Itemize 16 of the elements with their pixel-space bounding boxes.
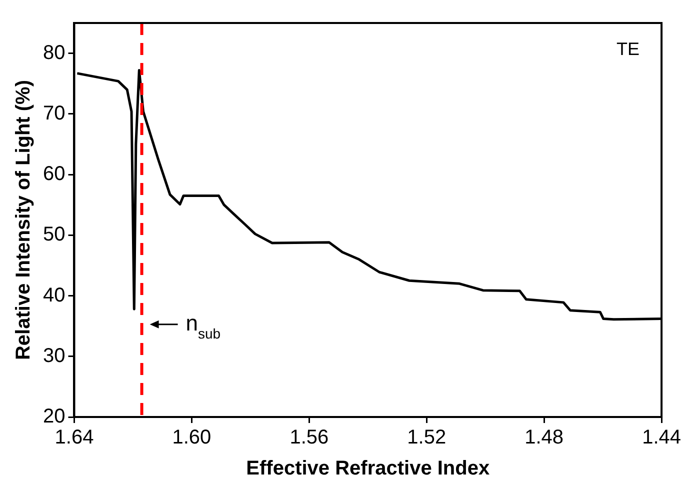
x-tick-label: 1.48 <box>524 426 564 449</box>
x-tick-label: 1.56 <box>290 426 329 449</box>
y-tick-label: 30 <box>42 344 66 367</box>
y-tick-label: 20 <box>42 406 66 428</box>
x-tick-label: 1.60 <box>172 426 212 449</box>
y-axis-title: Relative Intensity of Light (%) <box>12 80 35 360</box>
annotation: TE <box>616 38 640 59</box>
y-tick-label: 50 <box>42 224 66 246</box>
y-tick-label: 40 <box>42 284 66 306</box>
y-tick-label: 70 <box>42 102 66 124</box>
x-tick-label: 1.64 <box>54 426 94 449</box>
x-tick-label: 1.44 <box>642 426 682 449</box>
y-tick-label: 80 <box>42 42 66 64</box>
x-tick-label: 1.52 <box>407 426 446 449</box>
y-tick-label: 60 <box>42 163 66 186</box>
x-axis-title: Effective Refractive Index <box>246 458 490 480</box>
